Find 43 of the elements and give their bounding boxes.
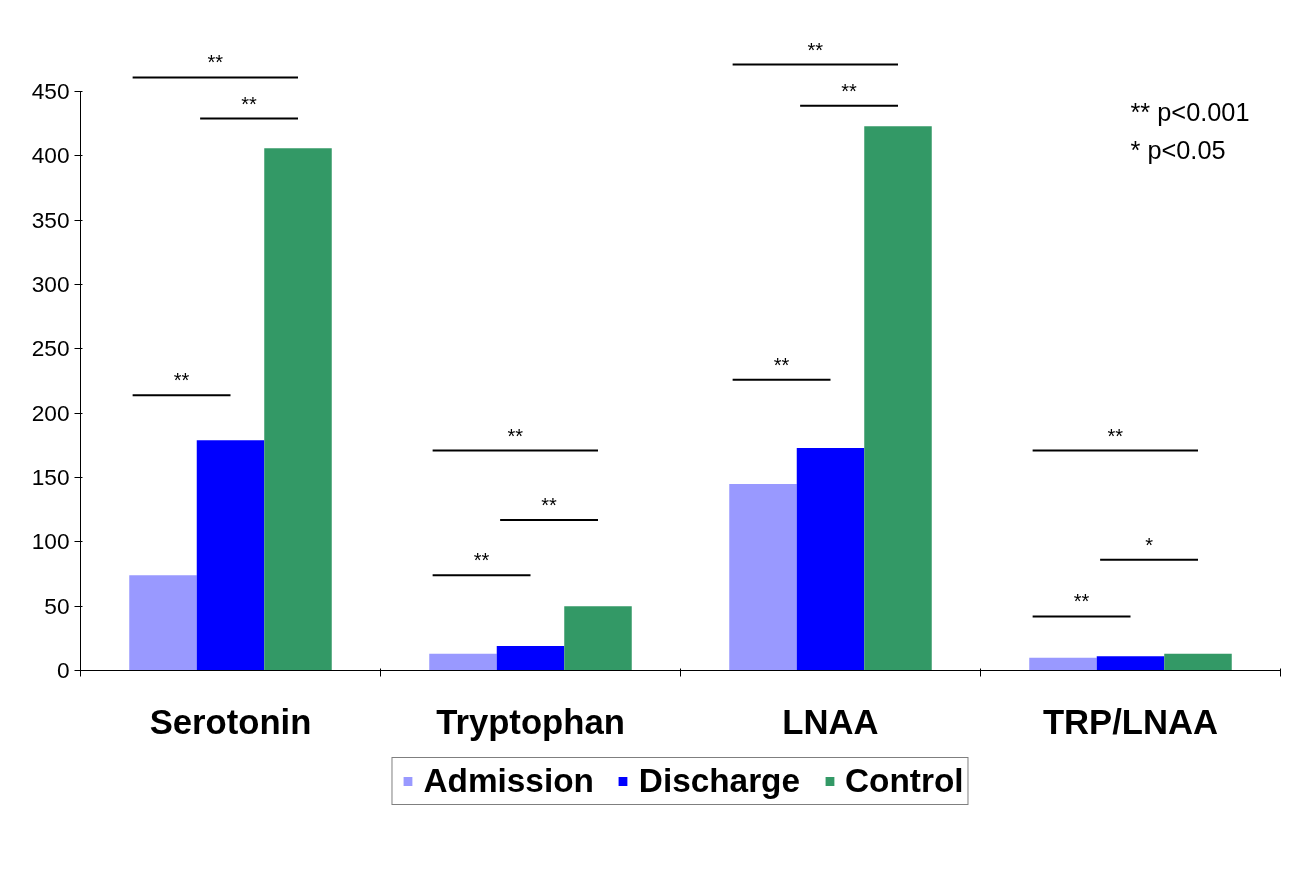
bar <box>196 440 265 671</box>
y-tick-label: 450 <box>31 78 70 105</box>
annotation: ** <box>241 92 258 115</box>
y-tick-label: 250 <box>31 335 70 362</box>
y-tick-label: 300 <box>31 271 70 298</box>
legend-label: Control <box>845 761 964 800</box>
annotation: ** <box>773 353 790 376</box>
annotation: ** <box>507 424 524 447</box>
bar <box>864 126 932 671</box>
y-tick-label: 100 <box>31 528 70 555</box>
bar <box>129 575 197 671</box>
bar <box>429 653 497 671</box>
bar <box>1029 657 1097 671</box>
x-tick-label: Tryptophan <box>436 702 625 741</box>
bar <box>496 646 565 671</box>
annotation: ** <box>1073 590 1090 613</box>
bar <box>564 606 632 671</box>
x-tick-label: Serotonin <box>149 702 312 741</box>
text: ** <box>207 51 224 74</box>
y-tick-label: 50 <box>44 592 70 619</box>
text: ** <box>807 38 824 61</box>
bar <box>796 447 865 671</box>
annotation: * <box>1145 533 1154 556</box>
x-tick-label: LNAA <box>782 702 879 741</box>
bar <box>1164 653 1232 671</box>
y-tick-label: 0 <box>56 657 70 683</box>
y-tick-label: 150 <box>31 464 70 491</box>
y-tick-label: 200 <box>31 399 70 426</box>
bar <box>729 483 797 671</box>
legend-label: Admission <box>423 761 594 800</box>
annotation: ** <box>841 79 858 102</box>
x-tick-label: TRP/LNAA <box>1042 702 1219 741</box>
annotation: ** <box>473 549 490 572</box>
y-tick-label: 400 <box>31 142 70 169</box>
annotation: ** p<0.001 <box>1130 98 1250 127</box>
bar <box>1096 656 1165 671</box>
bar <box>264 148 332 671</box>
annotation: ** <box>173 369 190 392</box>
annotation: * p<0.05 <box>1130 136 1226 165</box>
y-tick-label: 350 <box>31 206 70 233</box>
annotation: ** <box>1107 424 1124 447</box>
annotation: ** <box>541 493 558 516</box>
legend-label: Discharge <box>638 761 801 800</box>
